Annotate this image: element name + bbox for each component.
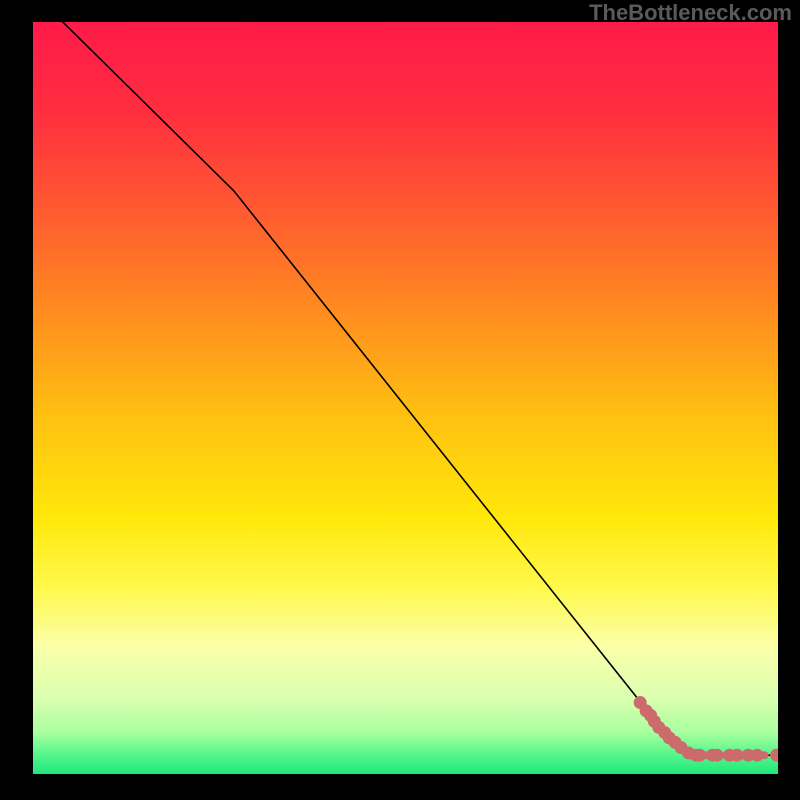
- plot-area: [33, 22, 778, 774]
- scatter-point: [761, 751, 769, 759]
- chart-overlay: [33, 22, 778, 774]
- attribution-text: TheBottleneck.com: [589, 0, 792, 26]
- curve-line: [63, 22, 778, 755]
- scatter-point: [770, 749, 778, 762]
- scatter-group: [634, 696, 778, 762]
- canvas-root: TheBottleneck.com: [0, 0, 800, 800]
- scatter-point: [710, 749, 723, 762]
